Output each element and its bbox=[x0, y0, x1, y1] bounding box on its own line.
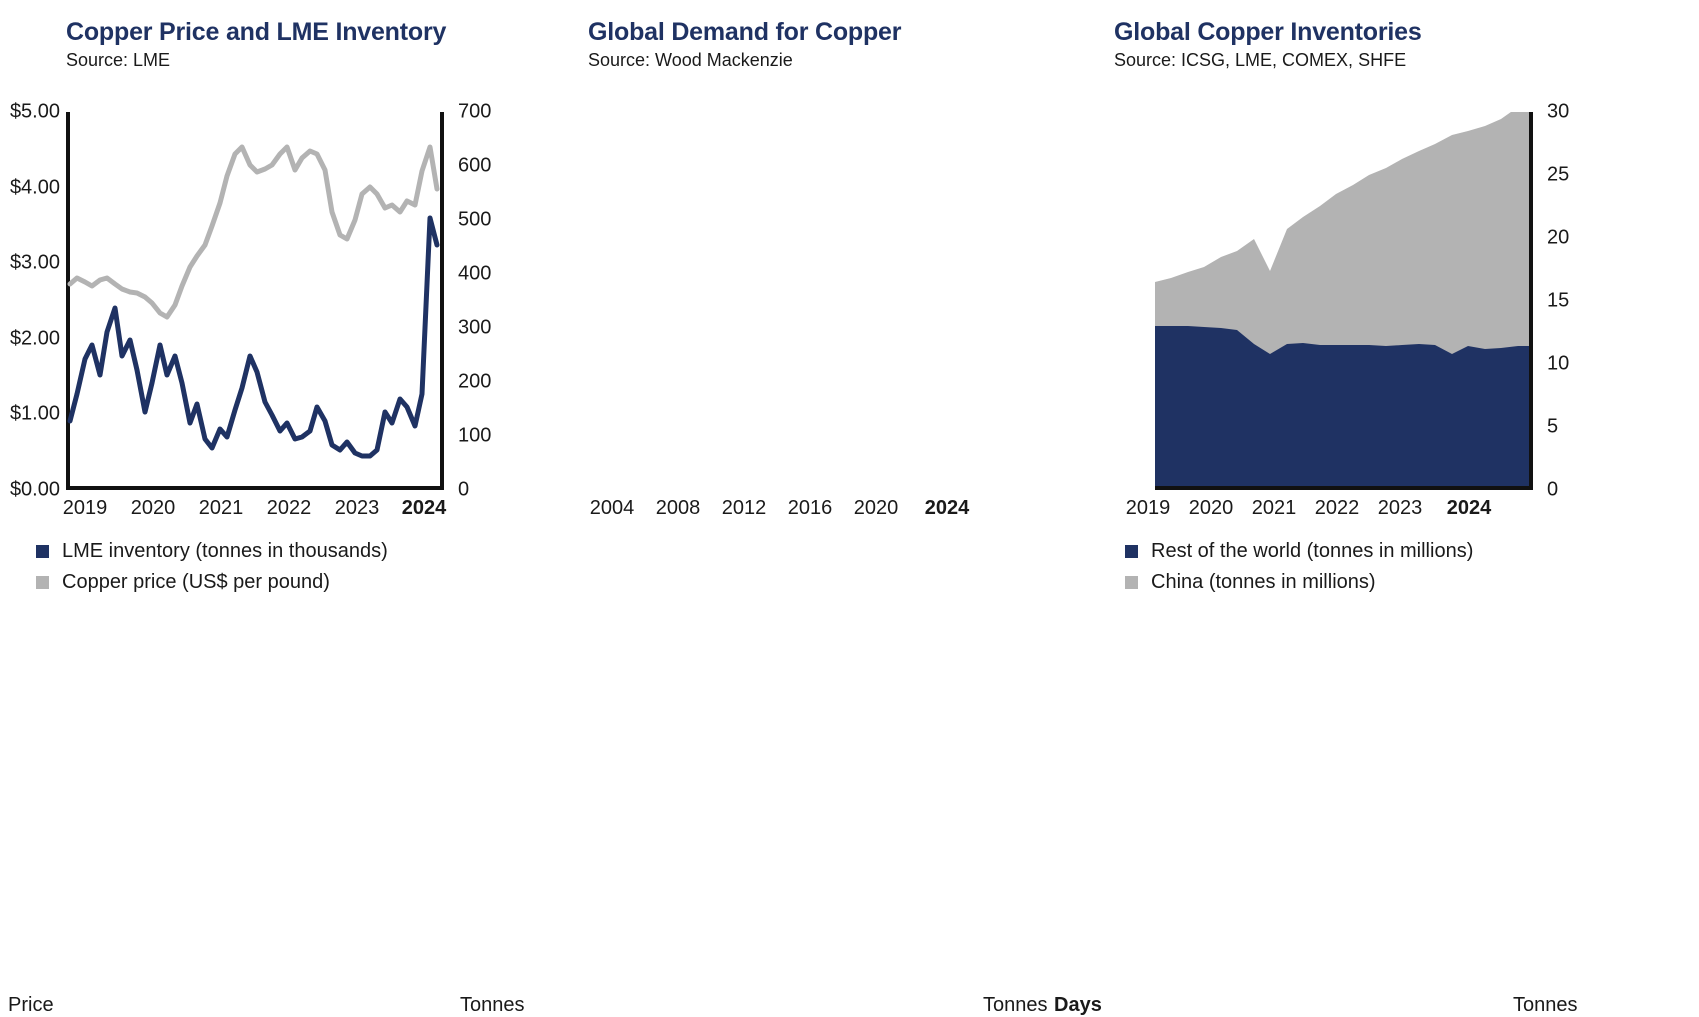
x-tick: 2020 bbox=[130, 497, 176, 519]
chart-1-axes bbox=[66, 112, 444, 490]
y2-tick: 700 bbox=[458, 100, 492, 123]
x-tick: 2023 bbox=[1377, 497, 1423, 519]
legend-label: Rest of the world (tonnes in millions) bbox=[1151, 539, 1474, 562]
y2-tick: 0 bbox=[1547, 478, 1559, 501]
x-axis-left-caption: Days bbox=[1054, 994, 1102, 1016]
legend-label: LME inventory (tonnes in thousands) bbox=[62, 539, 388, 562]
legend-label: Copper price (US$ per pound) bbox=[62, 570, 330, 593]
x-tick: 2019 bbox=[1125, 497, 1171, 519]
y2-tick: 10 bbox=[1547, 352, 1570, 375]
chart-source: Source: ICSG, LME, COMEX, SHFE bbox=[1114, 50, 1407, 70]
x-axis-right-caption: Tonnes bbox=[460, 994, 525, 1016]
x-axis-left-caption: Price bbox=[8, 994, 54, 1016]
x-tick: 2024 bbox=[401, 497, 447, 519]
legend-swatch-icon bbox=[1125, 544, 1138, 558]
y2-tick: 30 bbox=[1547, 100, 1570, 123]
x-tick: 2004 bbox=[589, 497, 635, 519]
y2-tick: 600 bbox=[458, 154, 492, 177]
series-rest-of-world-area bbox=[1155, 326, 1533, 490]
x-tick: 2023 bbox=[334, 497, 380, 519]
y2-tick: 15 bbox=[1547, 289, 1570, 312]
y-tick: $2.00 bbox=[9, 327, 60, 350]
x-tick: 2021 bbox=[198, 497, 244, 519]
x-tick: 2022 bbox=[266, 497, 312, 519]
legend-swatch-icon bbox=[1125, 575, 1138, 589]
x-tick: 2022 bbox=[1314, 497, 1360, 519]
legend-label: China (tonnes in millions) bbox=[1151, 570, 1376, 593]
legend-item[interactable]: Copper price (US$ per pound) bbox=[36, 567, 388, 597]
plot-area-chart-1 bbox=[66, 112, 444, 490]
y2-tick: 100 bbox=[458, 424, 492, 447]
y-tick: $4.00 bbox=[9, 176, 60, 199]
legend-swatch-icon bbox=[36, 544, 49, 558]
chart-title: Copper Price and LME Inventory bbox=[66, 18, 447, 46]
legend-item[interactable]: China (tonnes in millions) bbox=[1125, 567, 1473, 597]
legend-swatch-icon bbox=[36, 575, 49, 589]
y-tick: $1.00 bbox=[9, 402, 60, 425]
y2-tick: 300 bbox=[458, 316, 492, 339]
chart-panel-copper-price-lme-inventory: Copper Price and LME Inventory Source: L… bbox=[0, 0, 566, 1016]
chart-panel-global-demand-for-copper: Global Demand for Copper Source: Wood Ma… bbox=[566, 0, 1569, 1016]
x-axis-right-caption: Tonnes bbox=[1513, 994, 1578, 1016]
y2-tick: 25 bbox=[1547, 163, 1570, 186]
chart-1-svg bbox=[66, 112, 444, 490]
legend-item[interactable]: Rest of the world (tonnes in millions) bbox=[1125, 536, 1473, 566]
series-lme-inventory bbox=[67, 215, 440, 459]
chart-2-legend: Rest of the world (tonnes in millions) C… bbox=[1125, 536, 1473, 598]
x-tick: 2020 bbox=[853, 497, 899, 519]
y2-tick: 200 bbox=[458, 370, 492, 393]
chart-2-axes bbox=[1155, 112, 1533, 490]
x-tick: 2016 bbox=[787, 497, 833, 519]
legend-item[interactable]: LME inventory (tonnes in thousands) bbox=[36, 536, 388, 566]
x-tick: 2012 bbox=[721, 497, 767, 519]
y2-tick: 0 bbox=[458, 478, 470, 501]
chart-source: Source: LME bbox=[66, 50, 171, 70]
series-copper-price bbox=[67, 144, 440, 320]
y2-tick: 5 bbox=[1547, 415, 1559, 438]
chart-panel-global-copper-inventories: Global Copper Inventories Source: ICSG, … bbox=[1054, 0, 1699, 1016]
plot-area-chart-2 bbox=[1155, 112, 1533, 490]
x-axis-right-caption: Tonnes bbox=[983, 994, 1048, 1016]
chart-title: Global Copper Inventories bbox=[1114, 18, 1422, 46]
y2-tick: 400 bbox=[458, 262, 492, 285]
y-tick: $5.00 bbox=[9, 100, 60, 123]
y-tick: $3.00 bbox=[9, 251, 60, 274]
x-tick: 2020 bbox=[1188, 497, 1234, 519]
y2-tick: 20 bbox=[1547, 226, 1570, 249]
x-tick: 2024 bbox=[924, 497, 970, 519]
x-tick: 2021 bbox=[1251, 497, 1297, 519]
chart-1-legend: LME inventory (tonnes in thousands) Copp… bbox=[36, 536, 388, 598]
x-tick: 2008 bbox=[655, 497, 701, 519]
chart-source: Source: Wood Mackenzie bbox=[588, 50, 793, 70]
chart-title: Global Demand for Copper bbox=[588, 18, 902, 46]
x-tick: 2024 bbox=[1446, 497, 1492, 519]
y-tick: $0.00 bbox=[9, 478, 60, 501]
chart-2-svg bbox=[1155, 112, 1533, 490]
x-tick: 2019 bbox=[62, 497, 108, 519]
y2-tick: 500 bbox=[458, 208, 492, 231]
